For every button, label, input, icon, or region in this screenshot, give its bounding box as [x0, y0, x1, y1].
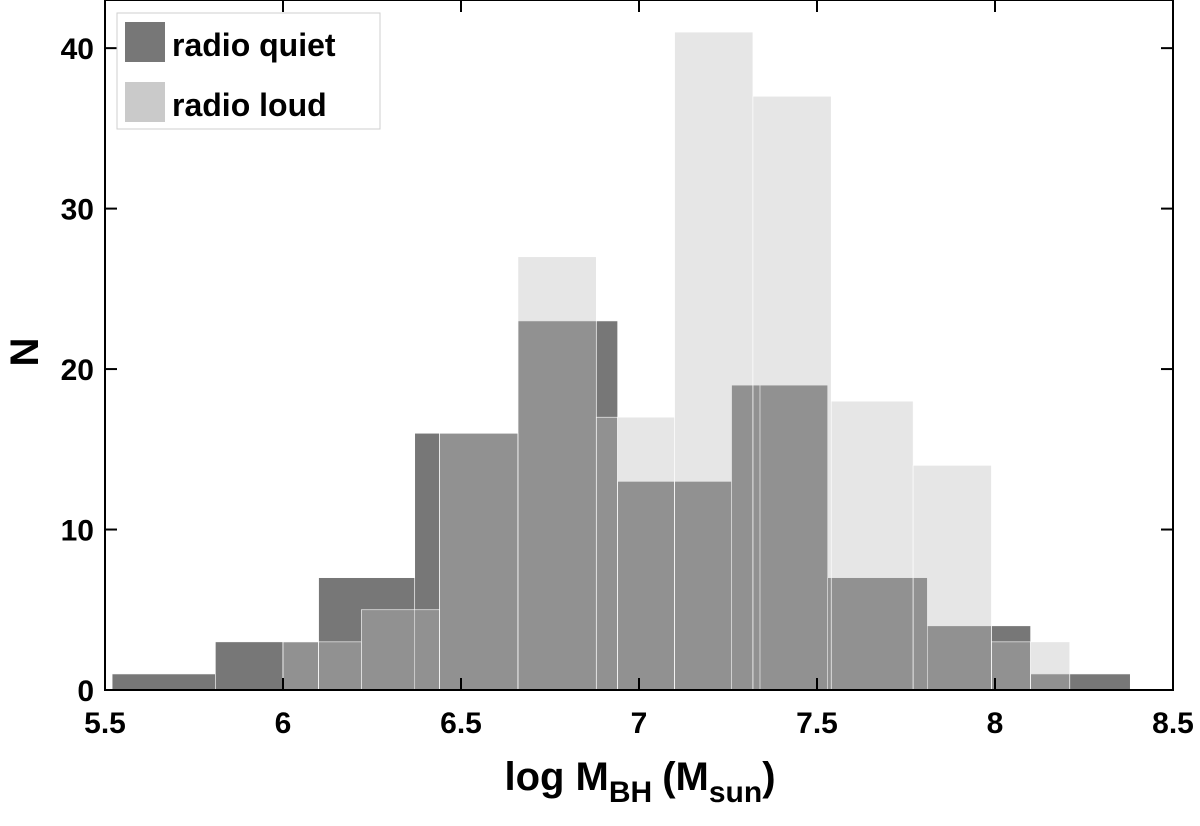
- radio-loud-bars: [282, 31, 1071, 691]
- x-tick-label-5: 8: [987, 707, 1004, 740]
- x-tick-label-6: 8.5: [1152, 707, 1194, 740]
- bar-radio-quiet-3: [318, 577, 416, 691]
- bar-radio-loud-7: [674, 31, 754, 691]
- bar-radio-quiet-9: [674, 481, 732, 691]
- legend-label-radio-quiet: radio quiet: [172, 27, 336, 63]
- bar-radio-quiet-6: [517, 320, 597, 691]
- y-tick-label-0: 0: [77, 675, 94, 708]
- bar-radio-loud-9: [830, 400, 914, 691]
- x-tick-label-4: 7.5: [796, 707, 838, 740]
- x-axis-label-paren-close: ): [762, 755, 775, 799]
- y-tick-label-3: 30: [61, 194, 94, 227]
- bar-radio-quiet-1: [215, 641, 284, 691]
- bar-radio-loud-11: [991, 641, 1031, 691]
- bar-radio-loud-8: [752, 95, 832, 691]
- legend-swatch-radio-loud: [125, 82, 165, 122]
- bar-radio-loud-5: [595, 416, 618, 691]
- bar-radio-loud-1: [318, 641, 362, 691]
- x-axis-label-sub-sun: sun: [709, 776, 762, 809]
- y-tick-label-4: 40: [61, 33, 94, 66]
- bar-radio-quiet-8: [617, 481, 675, 691]
- x-axis-label: log MBH (Msun): [504, 755, 775, 809]
- x-axis-ticks: 5.5 6 6.5 7 7.5 8 8.5: [84, 0, 1194, 740]
- y-tick-label-2: 20: [61, 354, 94, 387]
- y-tick-label-1: 10: [61, 515, 94, 548]
- y-axis-ticks: 0 10 20 30 40: [61, 33, 1173, 708]
- bar-radio-quiet-12: [827, 577, 928, 691]
- x-tick-label-3: 7: [631, 707, 648, 740]
- radio-quiet-bars: [111, 320, 1131, 691]
- x-tick-label-2: 6.5: [440, 707, 482, 740]
- x-tick-label-1: 6: [275, 707, 292, 740]
- bar-radio-quiet-10: [731, 384, 761, 691]
- bar-radio-loud-0: [282, 641, 319, 691]
- legend-label-radio-loud: radio loud: [172, 87, 327, 123]
- bar-radio-quiet-5: [439, 432, 519, 691]
- bar-radio-quiet-4: [414, 432, 440, 691]
- bar-radio-quiet-0: [111, 673, 216, 691]
- x-tick-label-0: 5.5: [84, 707, 126, 740]
- bar-radio-loud-10: [912, 465, 992, 691]
- x-axis-label-main: log M: [504, 755, 608, 799]
- bar-radio-quiet-16: [1069, 673, 1131, 691]
- x-axis-label-sub-bh: BH: [609, 776, 652, 809]
- x-axis-label-paren-open: (M: [662, 755, 709, 799]
- bar-radio-loud-3: [439, 432, 519, 691]
- bar-radio-loud-6: [617, 416, 675, 691]
- legend-swatch-radio-quiet: [125, 22, 165, 62]
- bar-radio-quiet-11: [759, 384, 828, 691]
- bar-radio-loud-2: [361, 609, 440, 691]
- bar-radio-loud-4: [517, 256, 597, 691]
- y-axis-label: N: [3, 338, 47, 367]
- legend: radio quiet radio loud: [116, 12, 381, 130]
- bar-radio-loud-12: [1030, 641, 1071, 691]
